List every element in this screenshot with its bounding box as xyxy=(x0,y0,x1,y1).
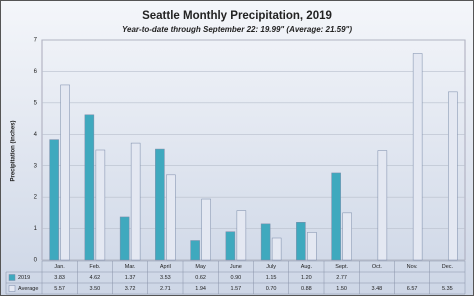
table-value: 3.50 xyxy=(90,286,101,292)
bar xyxy=(49,139,59,261)
table-value: 5.35 xyxy=(442,286,453,292)
table-value: 1.15 xyxy=(266,275,277,281)
x-tick-label: April xyxy=(160,264,171,270)
bar xyxy=(201,198,211,261)
table-value: 6.57 xyxy=(407,286,418,292)
table-value: 5.57 xyxy=(54,286,65,292)
table-value: 3.53 xyxy=(160,275,171,281)
table-value: 1.37 xyxy=(125,275,136,281)
table-value: 2.71 xyxy=(160,286,171,292)
bar xyxy=(307,232,317,261)
table-value: 3.48 xyxy=(372,286,383,292)
table-value: 3.72 xyxy=(125,286,136,292)
y-tick-label: 0 xyxy=(34,258,38,264)
table-value: 1.20 xyxy=(301,275,312,281)
table-value: 0.70 xyxy=(266,286,277,292)
y-tick-label: 2 xyxy=(34,195,38,201)
bar xyxy=(225,231,236,261)
x-tick-label: Oct. xyxy=(372,264,383,270)
bar xyxy=(260,223,271,261)
bar xyxy=(412,53,423,261)
bar xyxy=(271,237,282,261)
table-value: 0.90 xyxy=(231,275,242,281)
table-value: 0.62 xyxy=(195,275,206,281)
x-tick-label: Dec. xyxy=(442,264,454,270)
table-value: 4.62 xyxy=(90,275,101,281)
legend-key xyxy=(8,274,16,281)
x-tick-label: Nov. xyxy=(407,264,418,270)
bar xyxy=(331,172,341,261)
bar xyxy=(119,216,130,261)
y-tick-label: 4 xyxy=(34,132,38,138)
x-tick-label: Sept. xyxy=(335,264,348,270)
bar xyxy=(155,148,165,261)
chart-title: Seattle Monthly Precipitation, 2019 xyxy=(142,10,332,22)
bar xyxy=(377,150,388,261)
legend-key xyxy=(8,285,16,292)
table-value: 1.57 xyxy=(231,286,242,292)
bar xyxy=(342,212,352,261)
y-tick-label: 6 xyxy=(34,69,38,75)
y-tick-label: 1 xyxy=(34,226,38,232)
x-tick-label: Feb. xyxy=(89,264,100,270)
legend-label: 2019 xyxy=(18,275,30,281)
bar xyxy=(95,149,106,261)
legend-label: Average xyxy=(18,286,38,292)
x-tick-label: Jan. xyxy=(54,264,65,270)
table-value: 3.83 xyxy=(54,275,65,281)
table-value: 1.50 xyxy=(336,286,347,292)
bar xyxy=(84,114,95,261)
bar xyxy=(130,142,141,261)
x-tick-label: July xyxy=(266,264,276,270)
chart-subtitle: Year-to-date through September 22: 19.99… xyxy=(122,25,352,34)
table-value: 2.77 xyxy=(336,275,347,281)
bar xyxy=(60,84,70,261)
x-tick-label: May xyxy=(195,264,206,270)
y-tick-label: 5 xyxy=(34,100,38,106)
bar xyxy=(448,91,458,261)
y-tick-label: 3 xyxy=(34,163,38,169)
bar xyxy=(236,210,247,261)
bar xyxy=(166,174,176,261)
y-axis-label: Precipitation (inches) xyxy=(11,120,17,181)
y-tick-label: 7 xyxy=(34,38,38,44)
table-value: 1.94 xyxy=(195,286,206,292)
x-tick-label: Aug. xyxy=(301,264,313,270)
table-value: 0.88 xyxy=(301,286,312,292)
bar xyxy=(190,240,200,261)
x-tick-label: Mar. xyxy=(125,264,136,270)
x-tick-label: June xyxy=(230,264,242,270)
bar xyxy=(296,222,306,261)
